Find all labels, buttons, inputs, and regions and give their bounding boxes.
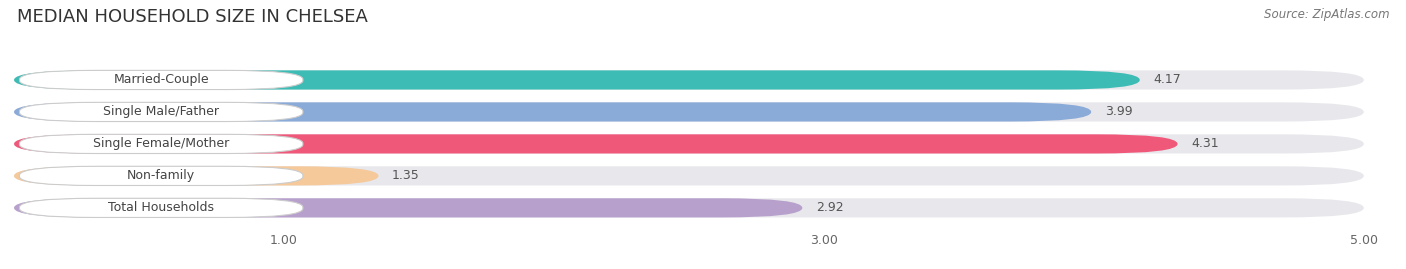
Text: Non-family: Non-family bbox=[127, 169, 195, 182]
Text: Single Male/Father: Single Male/Father bbox=[103, 105, 219, 118]
Text: Source: ZipAtlas.com: Source: ZipAtlas.com bbox=[1264, 8, 1389, 21]
Text: 3.99: 3.99 bbox=[1105, 105, 1132, 118]
FancyBboxPatch shape bbox=[20, 70, 302, 90]
FancyBboxPatch shape bbox=[14, 134, 1364, 154]
Text: Single Female/Mother: Single Female/Mother bbox=[93, 137, 229, 150]
FancyBboxPatch shape bbox=[14, 166, 1364, 186]
Text: 1.35: 1.35 bbox=[392, 169, 420, 182]
FancyBboxPatch shape bbox=[20, 198, 302, 217]
FancyBboxPatch shape bbox=[14, 198, 803, 217]
Text: 2.92: 2.92 bbox=[815, 201, 844, 214]
Text: 4.31: 4.31 bbox=[1191, 137, 1219, 150]
FancyBboxPatch shape bbox=[14, 70, 1140, 90]
FancyBboxPatch shape bbox=[14, 166, 378, 186]
FancyBboxPatch shape bbox=[20, 134, 302, 154]
FancyBboxPatch shape bbox=[14, 134, 1178, 154]
Text: Total Households: Total Households bbox=[108, 201, 214, 214]
FancyBboxPatch shape bbox=[20, 102, 302, 122]
FancyBboxPatch shape bbox=[14, 198, 1364, 217]
Text: Married-Couple: Married-Couple bbox=[114, 73, 209, 86]
FancyBboxPatch shape bbox=[14, 70, 1364, 90]
FancyBboxPatch shape bbox=[14, 102, 1364, 122]
FancyBboxPatch shape bbox=[20, 166, 302, 186]
FancyBboxPatch shape bbox=[14, 102, 1091, 122]
Text: MEDIAN HOUSEHOLD SIZE IN CHELSEA: MEDIAN HOUSEHOLD SIZE IN CHELSEA bbox=[17, 8, 368, 26]
Text: 4.17: 4.17 bbox=[1153, 73, 1181, 86]
